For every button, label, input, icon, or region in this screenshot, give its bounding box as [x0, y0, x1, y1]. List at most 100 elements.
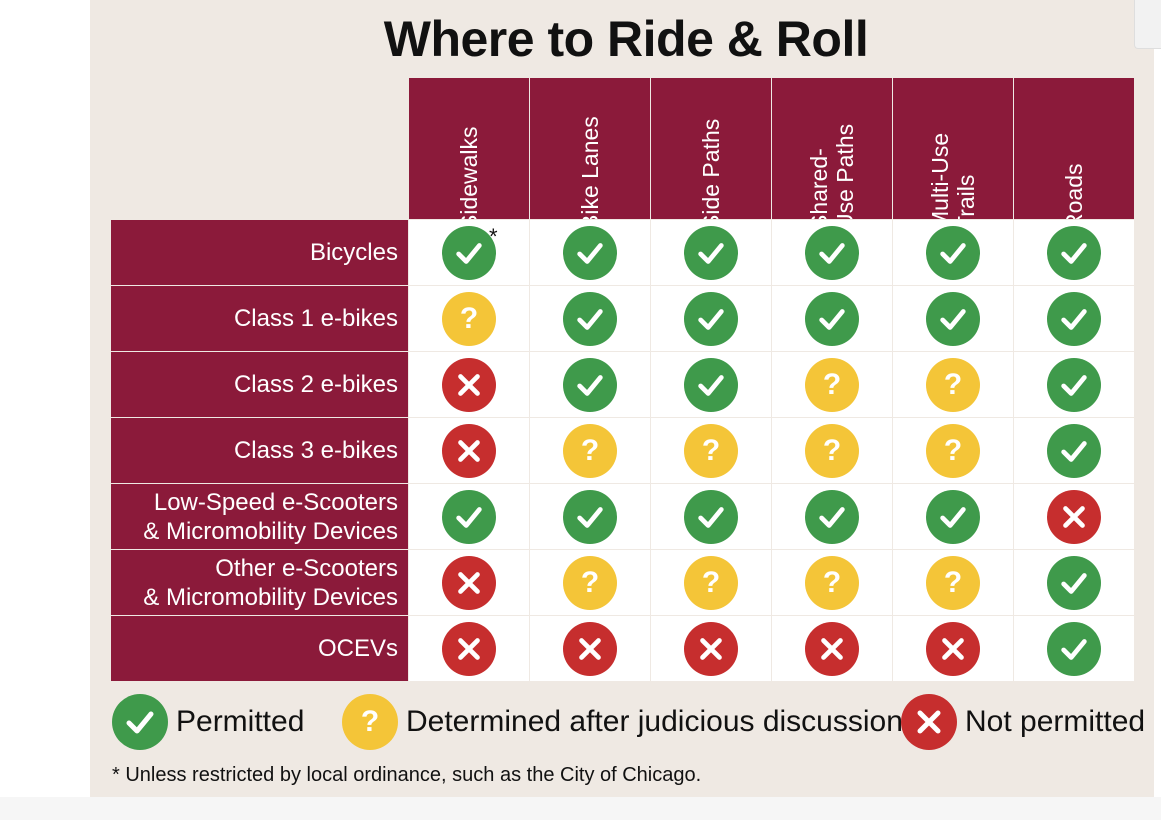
- column-header: Roads: [1014, 78, 1134, 219]
- table-cell: [530, 352, 650, 417]
- poster-title: Where to Ride & Roll: [383, 11, 869, 67]
- x-icon: [684, 621, 738, 676]
- table-cell: ?: [530, 550, 650, 615]
- question-glyph: ?: [580, 433, 600, 467]
- check-icon: [684, 489, 738, 544]
- table-cell: [651, 616, 771, 681]
- table-cell: ?: [893, 418, 1013, 483]
- table-cell: [530, 220, 650, 285]
- check-icon: [1047, 555, 1101, 610]
- table-cell: *: [409, 220, 529, 285]
- legend-permitted: Permitted: [112, 694, 304, 750]
- question-icon: ?: [926, 555, 980, 610]
- question-glyph: ?: [701, 433, 721, 467]
- check-icon: [563, 489, 617, 544]
- table-cell: [651, 484, 771, 549]
- question-glyph: ?: [701, 565, 721, 599]
- question-glyph: ?: [822, 367, 842, 401]
- x-icon: [442, 555, 496, 610]
- column-header-label: Bike Lanes: [577, 116, 603, 219]
- table-cell: [409, 616, 529, 681]
- table-cell: [772, 220, 892, 285]
- x-icon: [563, 621, 617, 676]
- legend-permitted-label: Permitted: [176, 705, 305, 738]
- table-cell: [1014, 220, 1134, 285]
- column-header-label: Roads: [1061, 163, 1087, 219]
- check-icon: [684, 225, 738, 280]
- check-icon: [805, 291, 859, 346]
- check-icon: [926, 225, 980, 280]
- question-icon: ?: [805, 423, 859, 478]
- x-icon: [926, 621, 980, 676]
- table-cell: [1014, 418, 1134, 483]
- check-icon: [442, 225, 496, 280]
- question-glyph: ?: [822, 565, 842, 599]
- table-cell: [409, 550, 529, 615]
- table-corner: [111, 78, 408, 219]
- check-icon: [442, 489, 496, 544]
- question-glyph: ?: [943, 565, 963, 599]
- check-icon: [1047, 621, 1101, 676]
- question-glyph: ?: [822, 433, 842, 467]
- question-icon: ?: [442, 291, 496, 346]
- legend-not-permitted-label: Not permitted: [965, 705, 1146, 738]
- table-cell: [409, 352, 529, 417]
- check-icon: [563, 225, 617, 280]
- x-icon: [442, 357, 496, 412]
- table-cell: [1014, 550, 1134, 615]
- question-icon: ?: [926, 423, 980, 478]
- table-cell: [893, 220, 1013, 285]
- check-icon: [1047, 291, 1101, 346]
- column-header: Bike Lanes: [530, 78, 650, 219]
- table-cell: ?: [772, 352, 892, 417]
- question-icon: ?: [563, 555, 617, 610]
- table-cell: [893, 484, 1013, 549]
- row-header: Class 1 e-bikes: [111, 286, 408, 351]
- column-header: Side Paths: [651, 78, 771, 219]
- question-icon: ?: [926, 357, 980, 412]
- table-cell: [1014, 484, 1134, 549]
- table-cell: [893, 616, 1013, 681]
- table-cell: [530, 484, 650, 549]
- table-cell: ?: [893, 352, 1013, 417]
- x-icon: [442, 423, 496, 478]
- table-cell: [772, 286, 892, 351]
- table-cell: [651, 220, 771, 285]
- x-icon: [901, 694, 957, 750]
- column-header-label: Multi-Use Trails: [927, 132, 979, 219]
- table-cell: ?: [772, 418, 892, 483]
- table-cell: [651, 352, 771, 417]
- window-corner-tab[interactable]: [1134, 0, 1161, 49]
- column-header: Shared- Use Paths: [772, 78, 892, 219]
- check-icon: [1047, 423, 1101, 478]
- table-cell: [893, 286, 1013, 351]
- column-header-label: Shared- Use Paths: [806, 123, 858, 219]
- table-cell: [772, 484, 892, 549]
- table-cell: ?: [893, 550, 1013, 615]
- row-header: Low-Speed e-Scooters & Micromobility Dev…: [111, 484, 408, 549]
- row-header: Other e-Scooters & Micromobility Devices: [111, 550, 408, 615]
- legend-discussion-label: Determined after judicious discussion: [406, 705, 903, 738]
- asterisk-marker: *: [489, 224, 498, 249]
- x-icon: [442, 621, 496, 676]
- check-icon: [1047, 225, 1101, 280]
- row-header: OCEVs: [111, 616, 408, 681]
- footnote: * Unless restricted by local ordinance, …: [112, 764, 702, 786]
- column-header: Sidewalks: [409, 78, 529, 219]
- table-cell: [651, 286, 771, 351]
- question-icon: ?: [805, 555, 859, 610]
- question-icon: ?: [342, 694, 398, 750]
- question-glyph: ?: [360, 705, 380, 738]
- permission-table: Sidewalks Bike Lanes Side Paths Shared- Use…: [111, 78, 1134, 681]
- column-header-label: Side Paths: [698, 118, 724, 219]
- legend-discussion: ? Determined after judicious discussion: [342, 694, 903, 750]
- column-header-label: Sidewalks: [456, 126, 482, 219]
- question-icon: ?: [684, 555, 738, 610]
- question-glyph: ?: [943, 433, 963, 467]
- table-cell: ?: [772, 550, 892, 615]
- table-cell: [772, 616, 892, 681]
- table-cell: [1014, 352, 1134, 417]
- table-cell: [1014, 616, 1134, 681]
- question-icon: ?: [563, 423, 617, 478]
- table-cell: [409, 418, 529, 483]
